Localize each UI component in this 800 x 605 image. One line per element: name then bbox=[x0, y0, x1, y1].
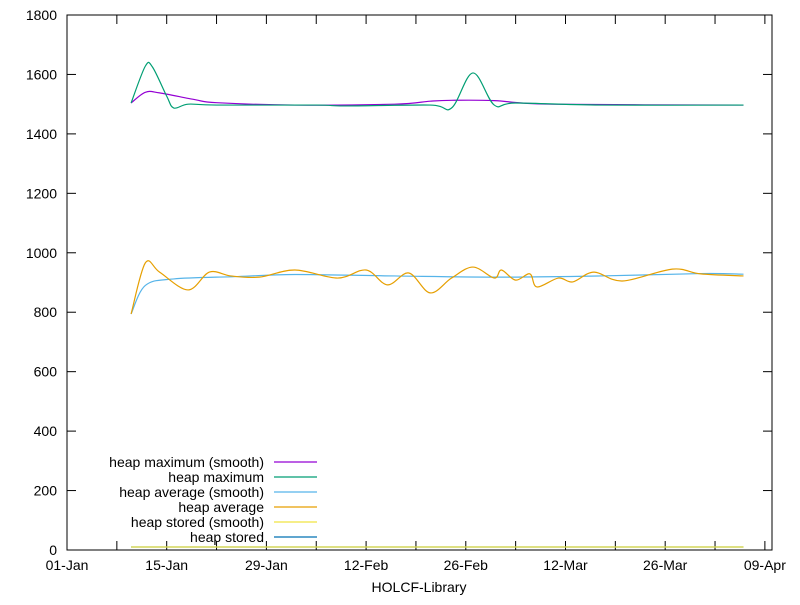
x-tick-label: 29-Jan bbox=[245, 557, 288, 573]
y-tick-label: 1400 bbox=[26, 126, 57, 142]
x-tick-label: 09-Apr bbox=[744, 557, 786, 573]
series-line-heap-maximum-smooth bbox=[130, 90, 744, 106]
x-tick-label: 26-Mar bbox=[643, 557, 688, 573]
y-tick-label: 0 bbox=[49, 542, 57, 558]
x-tick-label: 15-Jan bbox=[145, 557, 188, 573]
axes: 0 200 400 600 800 1000 1200 1400 1600 1800 01-Jan 1… bbox=[26, 7, 786, 573]
legend-label: heap maximum (smooth) bbox=[109, 454, 264, 470]
y-tick-label: 1200 bbox=[26, 185, 57, 201]
legend-label: heap average bbox=[178, 499, 264, 515]
x-axis-label: HOLCF-Library bbox=[372, 579, 467, 595]
y-tick-label: 1600 bbox=[26, 66, 57, 82]
x-tick-label: 12-Mar bbox=[543, 557, 588, 573]
series-line-heap-average-smooth bbox=[130, 272, 744, 315]
series-line-heap-maximum bbox=[130, 61, 744, 111]
legend-label: heap maximum bbox=[168, 469, 264, 485]
y-tick-label: 1800 bbox=[26, 7, 57, 23]
y-tick-label: 800 bbox=[34, 304, 58, 320]
y-tick-label: 400 bbox=[34, 423, 58, 439]
series-line-heap-average bbox=[130, 260, 744, 315]
x-tick-label: 12-Feb bbox=[344, 557, 389, 573]
y-tick-label: 200 bbox=[34, 483, 58, 499]
y-tick-label: 600 bbox=[34, 364, 58, 380]
y-tick-label: 1000 bbox=[26, 245, 57, 261]
legend-label: heap stored (smooth) bbox=[131, 514, 264, 530]
x-tick-label: 01-Jan bbox=[46, 557, 89, 573]
plot-border bbox=[66, 14, 773, 551]
series-lines bbox=[130, 61, 744, 548]
legend-label: heap stored bbox=[190, 529, 264, 545]
legend-label: heap average (smooth) bbox=[119, 484, 264, 500]
x-tick-label: 26-Feb bbox=[444, 557, 489, 573]
